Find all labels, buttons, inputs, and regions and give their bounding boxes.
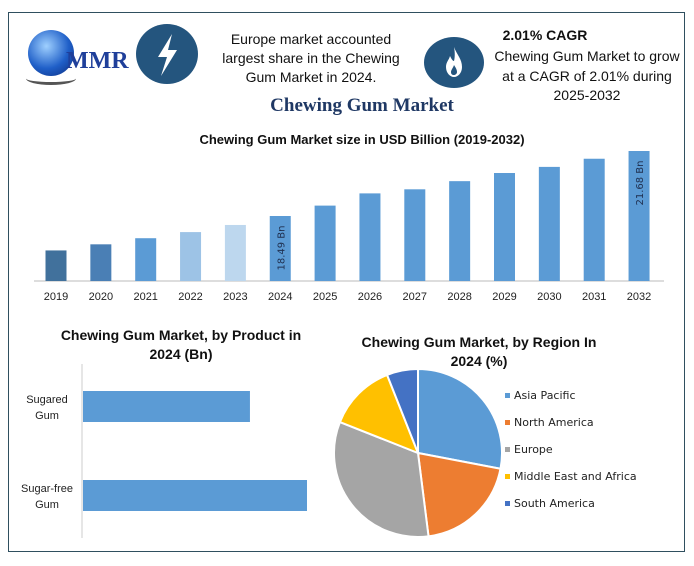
bar-2024 bbox=[269, 216, 291, 281]
cagr-title: 2.01% CAGR bbox=[502, 27, 588, 43]
legend-label: South America bbox=[514, 497, 595, 510]
x-tick-label: 2031 bbox=[582, 291, 606, 303]
bar-2029 bbox=[494, 173, 515, 281]
pie-slice-north-america bbox=[416, 451, 502, 538]
info-left: Europe market accounted largest share in… bbox=[222, 31, 400, 85]
legend-swatch bbox=[505, 501, 510, 506]
bar-2020 bbox=[90, 244, 112, 281]
category-label: Sugar-free bbox=[21, 483, 73, 495]
category-label: Gum bbox=[35, 410, 59, 422]
x-tick-label: 2023 bbox=[223, 291, 247, 303]
bar-sugared-gum bbox=[83, 391, 250, 422]
bar-2022 bbox=[180, 232, 202, 281]
product-chart-title: Chewing Gum Market, by Product in 2024 (… bbox=[60, 327, 302, 362]
legend-swatch bbox=[505, 420, 510, 425]
bar-2030 bbox=[538, 166, 560, 281]
x-tick-label: 2028 bbox=[447, 291, 471, 303]
flame-icon bbox=[446, 47, 462, 77]
lightning-icon bbox=[158, 34, 177, 76]
bar-2027 bbox=[404, 189, 426, 281]
category-label: Gum bbox=[35, 499, 59, 511]
legend-label: Middle East and Africa bbox=[514, 470, 637, 483]
globe-logo-icon bbox=[28, 30, 74, 76]
pie-slice-south-america bbox=[385, 367, 419, 454]
x-tick-label: 2030 bbox=[537, 291, 561, 303]
x-tick-label: 2021 bbox=[133, 291, 157, 303]
bar-2021 bbox=[135, 238, 157, 281]
mmr-logo: MMR bbox=[26, 28, 136, 88]
pie-slice-asia-pacific bbox=[417, 367, 503, 470]
x-tick-label: 2026 bbox=[358, 291, 382, 303]
lightning-circle bbox=[136, 24, 198, 84]
bar-2032 bbox=[628, 151, 650, 281]
pie-slice-europe bbox=[333, 420, 430, 538]
category-label: Sugared bbox=[26, 394, 68, 406]
logo-text: MMR bbox=[66, 48, 129, 74]
x-tick-label: 2024 bbox=[268, 291, 292, 303]
bar-2026 bbox=[359, 193, 381, 281]
x-tick-label: 2029 bbox=[492, 291, 516, 303]
bar-2019 bbox=[45, 250, 67, 281]
bar-2031 bbox=[583, 158, 605, 281]
x-tick-label: 2022 bbox=[178, 291, 202, 303]
bar-2025 bbox=[314, 205, 336, 281]
bar-sugar-free-gum bbox=[83, 480, 307, 511]
info-right: Chewing Gum Market to grow at a CAGR of … bbox=[494, 48, 680, 103]
bar-2023 bbox=[224, 224, 246, 281]
frame-border bbox=[8, 12, 685, 552]
legend-label: Asia Pacific bbox=[514, 389, 576, 402]
bar-2028 bbox=[449, 181, 471, 281]
region-chart-title: Chewing Gum Market, by Region In 2024 (%… bbox=[361, 334, 597, 369]
flame-circle bbox=[424, 37, 484, 88]
main-title: Chewing Gum Market bbox=[270, 95, 454, 116]
legend-swatch bbox=[505, 393, 510, 398]
legend-swatch bbox=[505, 474, 510, 479]
x-tick-label: 2027 bbox=[403, 291, 427, 303]
x-tick-label: 2019 bbox=[44, 291, 68, 303]
x-tick-label: 2032 bbox=[627, 291, 651, 303]
legend-swatch bbox=[505, 447, 510, 452]
data-label: 18.49 Bn bbox=[276, 225, 287, 270]
pie-slice-middle-east-and-africa bbox=[338, 373, 420, 455]
legend-label: Europe bbox=[514, 443, 553, 456]
data-label: 21.68 Bn bbox=[635, 160, 646, 205]
x-tick-label: 2025 bbox=[313, 291, 337, 303]
legend-label: North America bbox=[514, 416, 594, 429]
logo-swoosh bbox=[26, 72, 76, 85]
bar-chart-title: Chewing Gum Market size in USD Billion (… bbox=[199, 132, 525, 147]
x-tick-label: 2020 bbox=[89, 291, 113, 303]
